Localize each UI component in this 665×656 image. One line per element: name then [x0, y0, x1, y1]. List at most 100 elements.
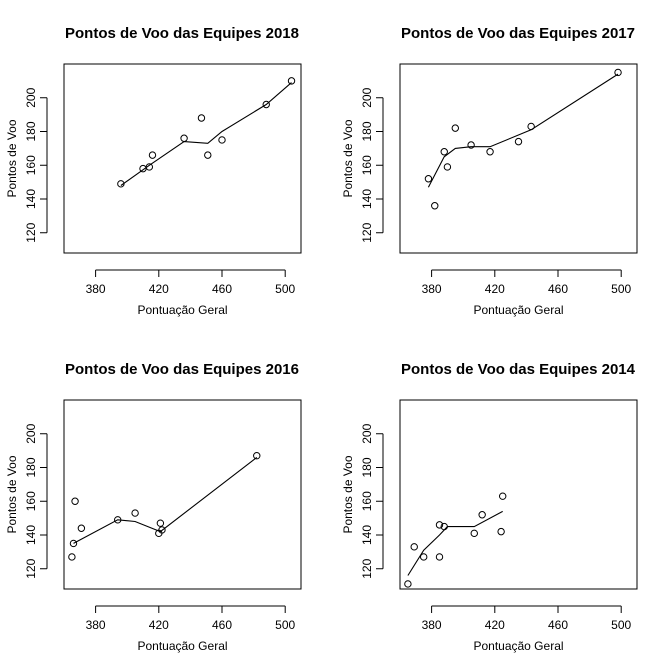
panel-2014: Pontos de Voo das Equipes 2014 380 420 460 5… — [341, 361, 638, 653]
x-tick-label: 420 — [149, 618, 169, 632]
plot-frame — [63, 63, 302, 254]
trend-line — [120, 82, 292, 186]
data-point — [499, 492, 507, 500]
x-axis-label: Pontuação Geral — [473, 639, 563, 653]
y-tick-label: 160 — [24, 491, 38, 511]
trend-line — [73, 456, 258, 544]
data-points — [424, 68, 622, 210]
data-point — [470, 529, 478, 538]
data-point — [478, 511, 486, 519]
x-tick-label: 420 — [485, 618, 505, 632]
data-point — [156, 519, 165, 527]
y-axis: 120 140 160 180 200 — [24, 87, 48, 243]
data-point — [204, 151, 212, 159]
data-point — [410, 543, 418, 551]
data-point — [614, 68, 622, 77]
x-tick-label: 460 — [548, 282, 568, 296]
y-tick-label: 140 — [360, 189, 374, 209]
trend-line — [407, 510, 503, 576]
data-point — [253, 451, 261, 460]
x-axis-label: Pontuação Geral — [137, 303, 227, 317]
y-axis-label: Pontos de Voo — [341, 455, 355, 533]
x-tick-label: 500 — [611, 282, 631, 296]
x-tick-label: 500 — [275, 618, 295, 632]
data-point — [287, 77, 296, 85]
data-point — [68, 553, 76, 561]
x-tick-label: 460 — [212, 618, 232, 632]
chart-title: Pontos de Voo das Equipes 2014 — [401, 361, 636, 378]
x-tick-label: 500 — [275, 282, 295, 296]
data-point — [114, 516, 122, 524]
data-point — [467, 141, 475, 149]
x-tick-label: 460 — [212, 282, 232, 296]
data-point — [197, 114, 206, 122]
panel-2016: Pontos de Voo das Equipes 2016 380 420 460 5… — [5, 361, 302, 653]
x-tick-label: 500 — [611, 618, 631, 632]
y-tick-label: 200 — [360, 423, 374, 443]
x-axis-label: Pontuação Geral — [137, 639, 227, 653]
y-tick-label: 120 — [24, 222, 38, 242]
y-axis-label: Pontos de Voo — [341, 119, 355, 197]
data-point — [451, 124, 459, 132]
data-point — [440, 522, 448, 531]
data-point — [443, 163, 452, 171]
x-tick-label: 380 — [422, 282, 442, 296]
chart-title: Pontos de Voo das Equipes 2017 — [401, 25, 635, 42]
data-point — [514, 137, 523, 146]
x-tick-label: 380 — [422, 618, 442, 632]
data-point — [435, 553, 444, 561]
data-point — [148, 151, 157, 159]
y-tick-label: 160 — [360, 491, 374, 511]
data-point — [117, 180, 125, 188]
data-point — [527, 122, 535, 131]
y-axis: 120 140 160 180 200 — [360, 87, 384, 243]
y-axis: 120 140 160 180 200 — [24, 423, 48, 579]
x-tick-label: 420 — [149, 282, 169, 296]
x-axis-label: Pontuação Geral — [473, 303, 563, 317]
data-point — [497, 527, 505, 536]
x-axis: 380 420 460 500 — [422, 269, 632, 296]
x-axis: 380 420 460 500 — [86, 605, 296, 632]
data-point — [404, 580, 412, 588]
data-point — [262, 100, 270, 109]
y-tick-label: 160 — [24, 155, 38, 175]
y-tick-label: 160 — [360, 155, 374, 175]
y-tick-label: 120 — [24, 558, 38, 578]
data-point — [431, 202, 439, 210]
plot-frame — [399, 399, 638, 590]
y-tick-label: 120 — [360, 222, 374, 242]
data-point — [180, 134, 188, 142]
data-points — [404, 492, 507, 588]
y-tick-label: 120 — [360, 558, 374, 578]
y-tick-label: 200 — [360, 87, 374, 107]
data-points — [68, 451, 261, 561]
y-tick-label: 140 — [24, 189, 38, 209]
y-axis: 120 140 160 180 200 — [360, 423, 384, 579]
panel-2017: Pontos de Voo das Equipes 2017 380 420 460 5… — [341, 25, 638, 317]
chart-title: Pontos de Voo das Equipes 2016 — [65, 361, 299, 378]
panel-2018: Pontos de Voo das Equipes 2018 380 420 460 5… — [5, 25, 302, 317]
y-tick-label: 140 — [360, 525, 374, 545]
data-points — [117, 77, 296, 188]
y-tick-label: 180 — [360, 457, 374, 477]
data-point — [131, 509, 139, 517]
data-point — [486, 148, 494, 156]
data-point — [71, 497, 79, 505]
x-tick-label: 460 — [548, 618, 568, 632]
y-tick-label: 200 — [24, 423, 38, 443]
x-tick-label: 380 — [86, 618, 106, 632]
chart-title: Pontos de Voo das Equipes 2018 — [65, 25, 299, 42]
data-point — [420, 553, 428, 561]
data-point — [145, 163, 154, 171]
x-axis: 380 420 460 500 — [86, 269, 296, 296]
data-point — [218, 136, 226, 144]
x-tick-label: 380 — [86, 282, 106, 296]
data-point — [424, 175, 433, 183]
plot-frame — [399, 63, 638, 254]
y-tick-label: 200 — [24, 87, 38, 107]
y-tick-label: 180 — [24, 121, 38, 141]
y-tick-label: 140 — [24, 525, 38, 545]
x-tick-label: 420 — [485, 282, 505, 296]
y-axis-label: Pontos de Voo — [5, 119, 19, 197]
